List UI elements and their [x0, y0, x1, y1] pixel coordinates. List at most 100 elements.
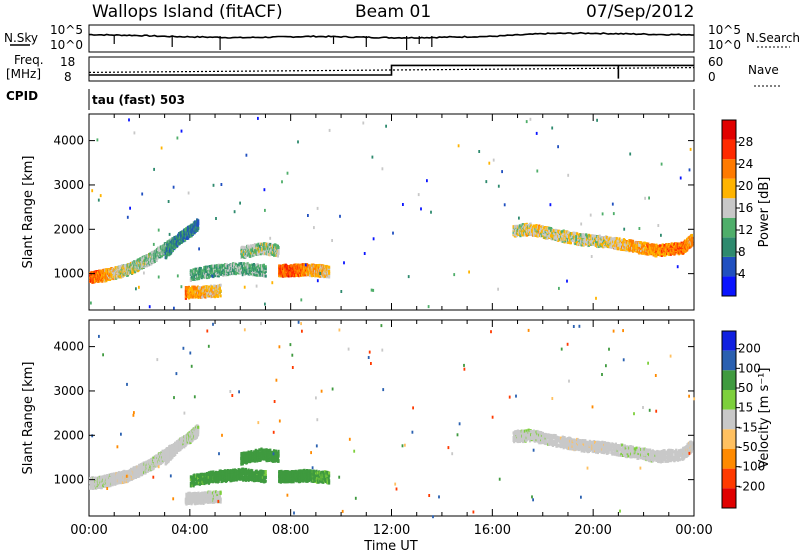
range-cell — [246, 244, 249, 248]
station-title: Wallops Island (fitACF) — [92, 2, 283, 22]
scatter-cell — [126, 215, 129, 219]
scatter-cell — [501, 170, 503, 174]
range-cell — [287, 274, 290, 278]
range-cell — [202, 288, 205, 292]
range-cell — [218, 286, 221, 290]
range-cell — [631, 246, 635, 250]
range-cell — [191, 295, 194, 299]
range-cell — [273, 253, 276, 257]
freq-tick-top: 18 — [60, 55, 75, 69]
range-cell — [532, 224, 535, 228]
scatter-cell — [271, 281, 274, 285]
range-cell — [309, 274, 312, 278]
scatter-cell — [157, 228, 160, 232]
range-cell — [268, 248, 271, 251]
range-cell — [522, 223, 525, 227]
range-cell — [199, 267, 202, 270]
scatter-cell — [453, 273, 456, 277]
range-cell — [631, 239, 635, 243]
scatter-cell — [651, 252, 654, 256]
scatter-cell — [660, 162, 663, 166]
scatter-cell — [340, 290, 343, 293]
scatter-cell — [426, 179, 428, 183]
scatter-cell — [392, 231, 394, 235]
noise-tick-right-bottom: 10^0 — [708, 38, 741, 52]
range-cell — [577, 237, 581, 241]
range-cell — [594, 234, 597, 238]
range-cell — [538, 224, 541, 228]
velocity-data-marks — [89, 320, 696, 519]
range-cell — [249, 254, 252, 258]
scatter-cell — [313, 226, 315, 230]
range-cell — [216, 292, 220, 296]
beam-title: Beam 01 — [355, 2, 431, 22]
range-cell — [216, 294, 220, 298]
scatter-cell — [241, 273, 244, 277]
range-cell — [686, 248, 689, 252]
scatter-cell — [176, 274, 179, 278]
scatter-cell — [316, 206, 319, 210]
scatter-cell — [525, 120, 528, 124]
nave-tick-top: 60 — [708, 55, 723, 69]
nsky-spikes — [113, 36, 433, 50]
range-cell — [225, 263, 228, 267]
noise-tick-left-bottom: 10^0 — [50, 38, 83, 52]
range-cell — [555, 235, 558, 239]
nave-tick-bottom: 0 — [708, 70, 716, 84]
scatter-cell — [300, 298, 303, 302]
range-cell — [120, 479, 123, 483]
range-cell — [253, 245, 256, 249]
range-cell — [525, 231, 528, 235]
range-cell — [649, 248, 653, 252]
scatter-cell — [128, 118, 130, 122]
range-cell — [212, 275, 215, 279]
range-cell — [219, 283, 222, 287]
range-cell — [658, 251, 661, 255]
range-cell — [242, 245, 245, 249]
range-cell — [249, 246, 252, 250]
range-cell — [576, 232, 579, 236]
range-cell — [134, 270, 137, 274]
scatter-cell — [286, 171, 289, 175]
scatter-cell — [339, 214, 341, 218]
scatter-cell — [689, 147, 692, 151]
range-cell — [264, 265, 267, 269]
range-cell — [196, 228, 199, 232]
range-cell — [516, 232, 520, 236]
range-cell — [522, 224, 525, 228]
range-cell — [691, 236, 694, 240]
scatter-cell — [417, 193, 420, 197]
range-cell — [546, 236, 549, 240]
range-cell — [165, 253, 168, 257]
scatter-cell — [172, 185, 175, 189]
range-cell — [613, 239, 616, 243]
power-data-marks — [89, 116, 694, 310]
range-cell — [526, 233, 529, 237]
scatter-cell — [316, 279, 319, 283]
scatter-cell — [99, 194, 102, 198]
range-cell — [187, 285, 191, 289]
scatter-cell — [566, 279, 568, 283]
range-cell — [164, 251, 167, 255]
range-cell — [640, 241, 643, 245]
scatter-cell — [595, 296, 597, 300]
range-cell — [222, 274, 225, 277]
range-cell — [640, 249, 643, 253]
range-cell — [94, 277, 97, 281]
scatter-cell — [233, 210, 236, 214]
scatter-cell — [331, 239, 333, 242]
scatter-cell — [611, 202, 614, 206]
range-cell — [655, 254, 658, 258]
range-cell — [652, 248, 655, 252]
range-cell — [220, 263, 223, 267]
range-cell — [529, 222, 532, 226]
scatter-cell — [212, 183, 215, 187]
range-cell — [328, 271, 331, 275]
nsky-series-line — [89, 31, 695, 40]
scatter-cell — [220, 183, 223, 186]
scatter-cell — [264, 302, 266, 306]
scatter-cell — [497, 184, 500, 188]
range-cell — [262, 263, 265, 267]
scatter-cell — [215, 217, 217, 220]
scatter-cell — [90, 301, 92, 305]
